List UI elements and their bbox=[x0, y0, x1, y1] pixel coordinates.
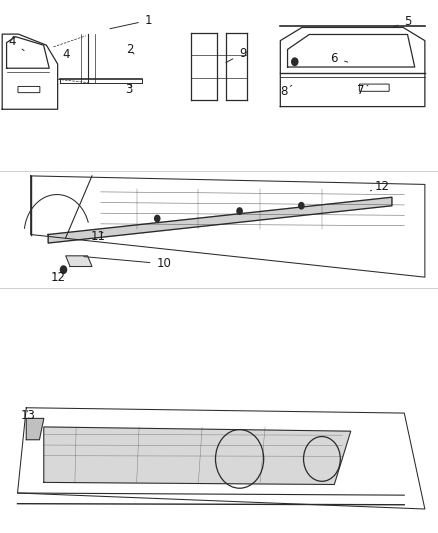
Text: 6: 6 bbox=[330, 52, 348, 64]
Circle shape bbox=[292, 58, 298, 66]
Circle shape bbox=[60, 266, 67, 273]
Text: 1: 1 bbox=[110, 14, 153, 29]
Text: 2: 2 bbox=[126, 43, 134, 55]
Text: 8: 8 bbox=[280, 85, 292, 98]
Text: 4: 4 bbox=[62, 49, 70, 61]
Text: 3: 3 bbox=[126, 83, 133, 96]
Polygon shape bbox=[44, 427, 351, 484]
Polygon shape bbox=[66, 256, 92, 266]
Text: 5: 5 bbox=[394, 15, 412, 28]
Text: 9: 9 bbox=[226, 47, 247, 63]
Text: 4: 4 bbox=[8, 35, 24, 51]
Text: 7: 7 bbox=[357, 84, 368, 96]
Text: 10: 10 bbox=[84, 256, 172, 270]
Polygon shape bbox=[48, 197, 392, 243]
Circle shape bbox=[155, 215, 160, 222]
Text: 12: 12 bbox=[371, 180, 389, 192]
Polygon shape bbox=[26, 418, 44, 440]
Text: 11: 11 bbox=[91, 230, 106, 243]
Text: 13: 13 bbox=[21, 409, 36, 422]
Text: 12: 12 bbox=[50, 271, 65, 284]
Circle shape bbox=[237, 208, 242, 214]
Circle shape bbox=[299, 203, 304, 209]
